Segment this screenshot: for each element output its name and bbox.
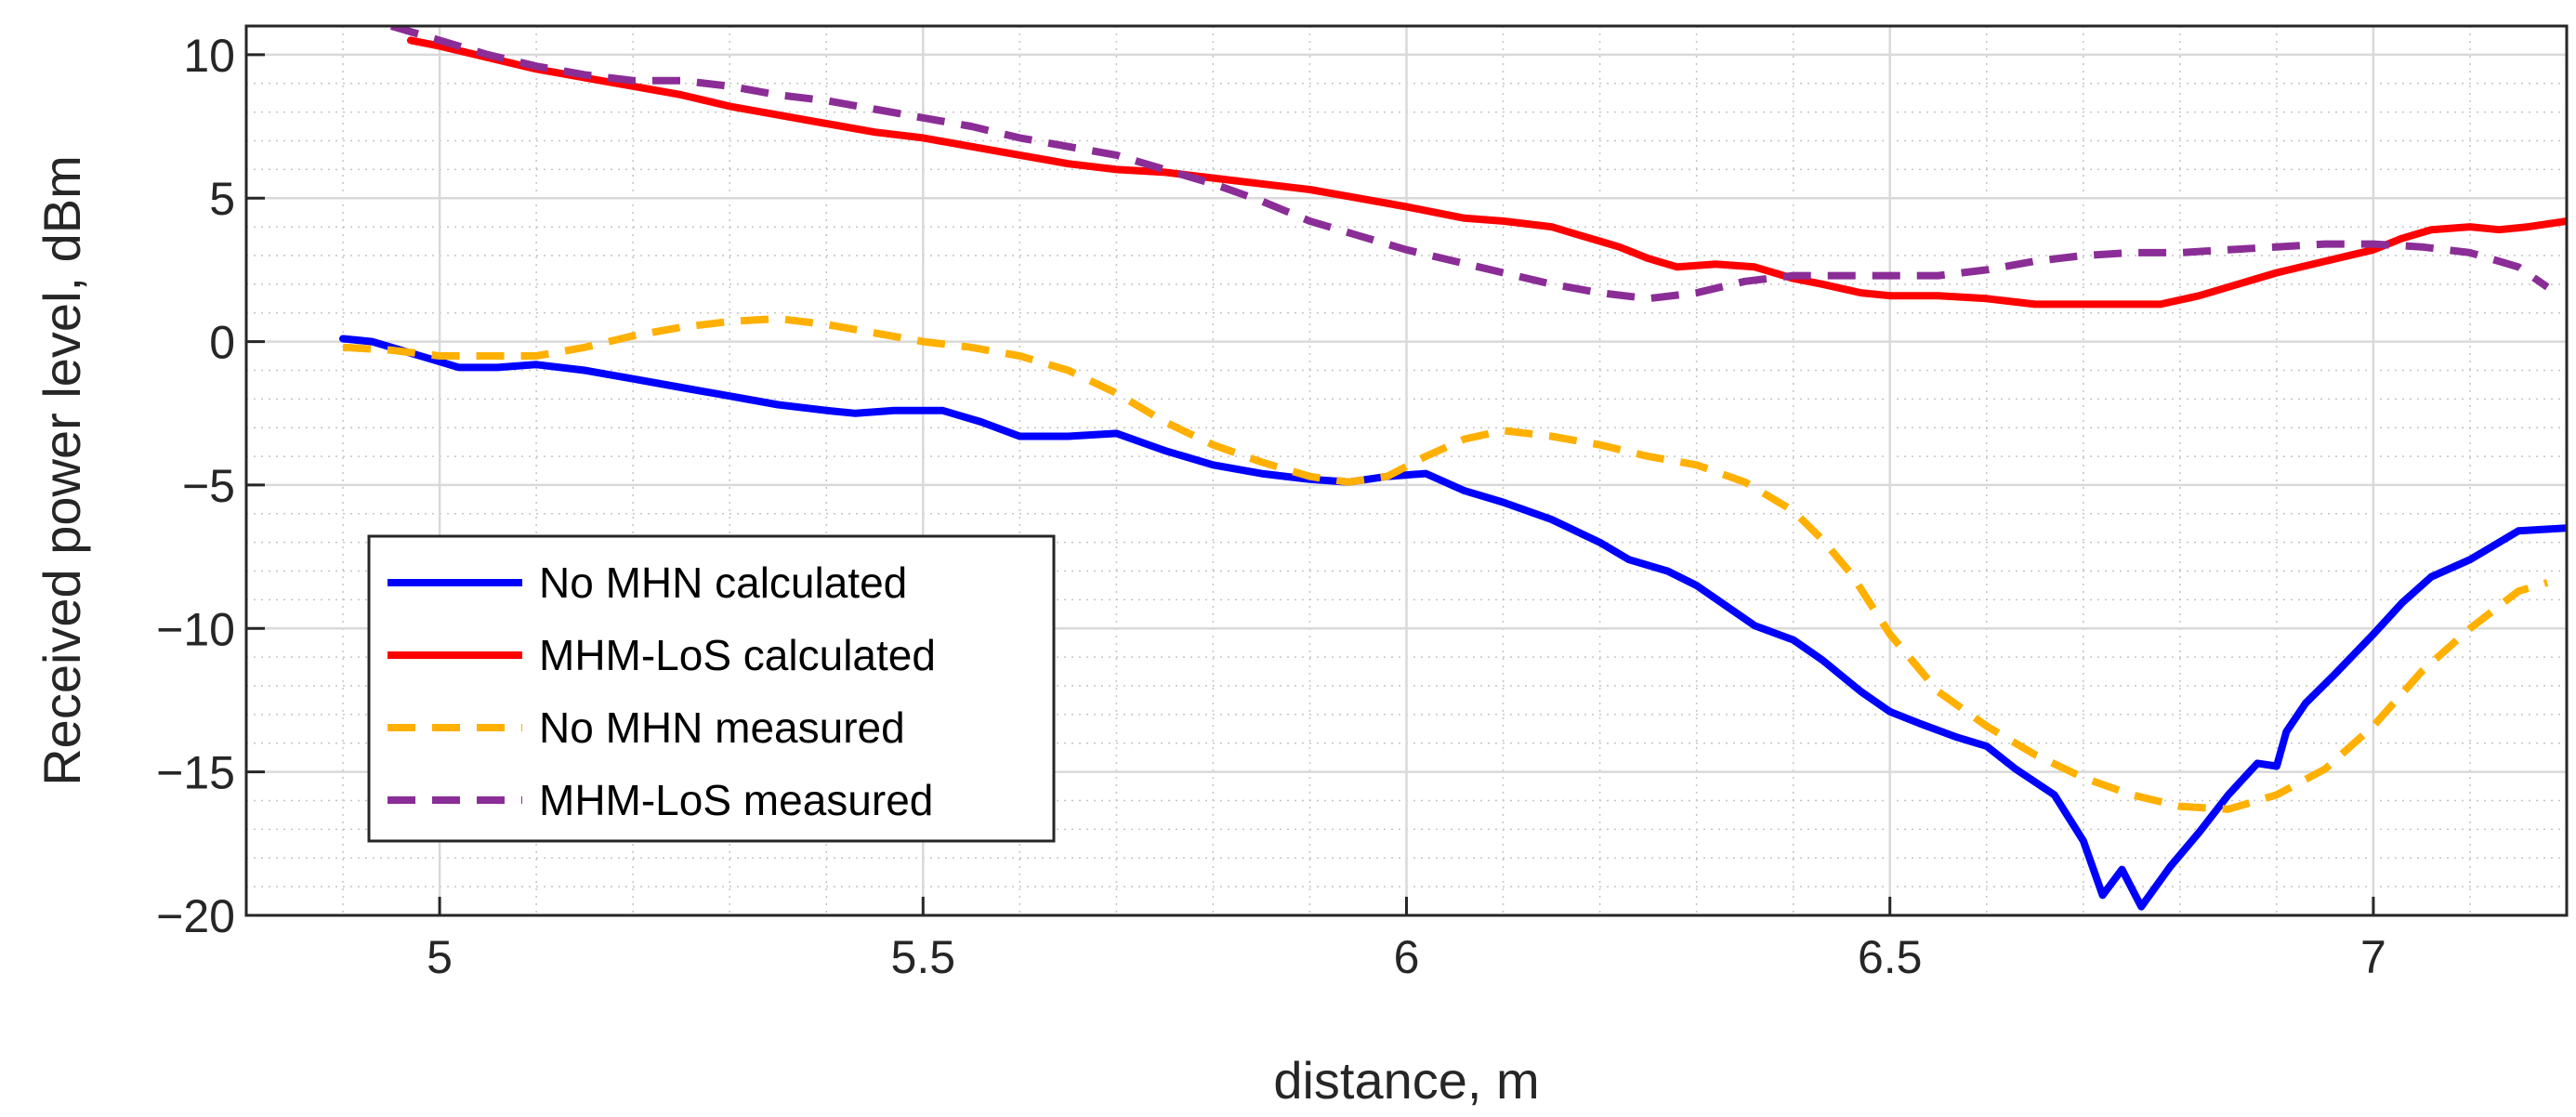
y-tick-label: −15 (156, 747, 235, 799)
legend-label-2: MHM-LoS calculated (539, 631, 936, 679)
y-tick-label: −20 (156, 890, 235, 942)
series-layer (339, 26, 2567, 911)
x-axis-label: distance, m (1273, 1051, 1539, 1110)
legend-label-3: No MHN measured (539, 703, 905, 752)
x-tick-label: 7 (2360, 931, 2386, 983)
series-line-1 (339, 335, 2567, 911)
y-tick-label: 0 (209, 317, 235, 369)
y-axis-label: Received power level, dBm (33, 155, 91, 786)
x-tick-label: 5.5 (891, 931, 956, 983)
x-tick-label: 5 (427, 931, 453, 983)
legend: No MHN calculated MHM-LoS calculated No MH… (367, 534, 1056, 843)
legend-box (367, 534, 1056, 843)
y-tick-label: −5 (182, 460, 235, 512)
legend-label-4: MHM-LoS measured (539, 776, 933, 824)
tick-layer: 5 5.5 6 6.5 7 10 5 0 −5 −10 −15 −20 (156, 30, 2386, 983)
series-line-2 (406, 36, 2567, 309)
y-tick-label: 5 (209, 173, 235, 225)
y-tick-label: 10 (183, 30, 235, 82)
x-tick-label: 6 (1394, 931, 1420, 983)
series-line-4 (389, 26, 2550, 303)
legend-label-1: No MHN calculated (539, 558, 907, 607)
series-line-3 (342, 314, 2549, 813)
y-tick-label: −10 (156, 603, 235, 655)
x-tick-label: 6.5 (1858, 931, 1923, 983)
